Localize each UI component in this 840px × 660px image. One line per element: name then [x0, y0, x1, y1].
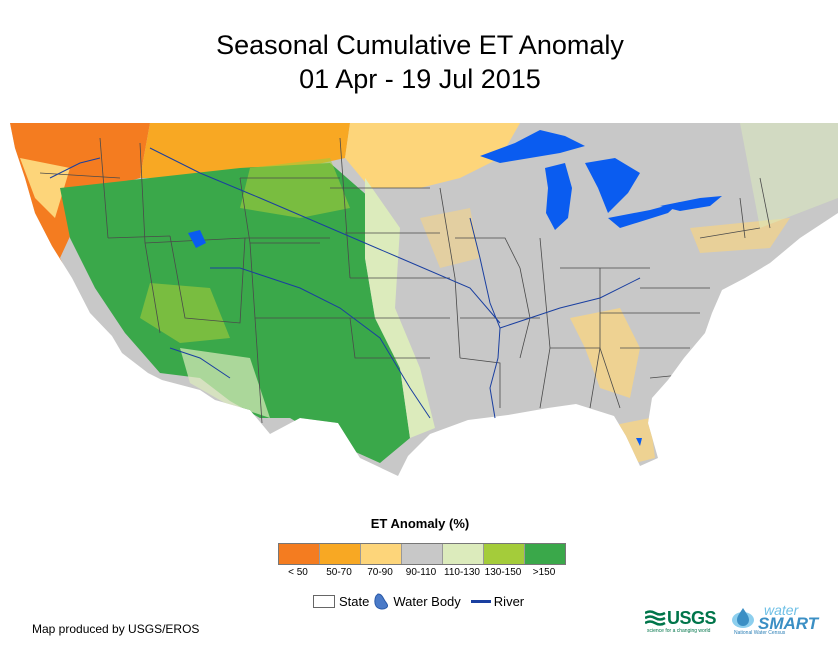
state-boundaries — [39, 137, 771, 424]
water-body-label: Water Body — [393, 593, 461, 609]
map-credit: Map produced by USGS/EROS — [32, 622, 200, 636]
water-bodies — [188, 130, 722, 446]
legend-swatch-90-110 — [402, 544, 443, 564]
layer-legend: State Water Body River — [313, 592, 524, 610]
legend-label: 70-90 — [367, 567, 393, 578]
legend-label: < 50 — [288, 567, 308, 578]
water-body-icon — [374, 593, 389, 610]
legend-swatch-lt50 — [279, 544, 320, 564]
legend-label: 130-150 — [484, 567, 522, 578]
legend-label: >150 — [532, 567, 556, 578]
legend-swatch-110-130 — [443, 544, 484, 564]
legend-swatch-130-150 — [484, 544, 525, 564]
et-anomaly-map — [10, 123, 838, 476]
usgs-logo: USGS science for a changing world — [645, 608, 717, 634]
legend-color-bar — [278, 543, 566, 565]
river-symbol — [470, 599, 491, 603]
legend-swatch-gt150 — [525, 544, 565, 564]
state-label: State — [339, 593, 370, 609]
state-symbol — [313, 594, 335, 608]
water-drop-icon — [732, 608, 754, 628]
legend-swatch-50-70 — [320, 544, 361, 564]
legend-swatch-70-90 — [361, 544, 402, 564]
map-date-range: 01 Apr - 19 Jul 2015 — [299, 64, 541, 94]
legend-label: 90-110 — [405, 567, 437, 578]
usgs-waves-icon — [645, 610, 666, 626]
rivers — [49, 147, 641, 419]
river-label: River — [493, 593, 525, 609]
map-title: Seasonal Cumulative ET Anomaly — [216, 30, 624, 60]
legend-label: 110-130 — [444, 567, 480, 578]
legend-label: 50-70 — [326, 567, 352, 578]
legend-title: ET Anomaly (%) — [370, 516, 470, 531]
anomaly-raster — [10, 123, 838, 476]
watersmart-logo: water SMART National Water Census — [728, 600, 818, 640]
